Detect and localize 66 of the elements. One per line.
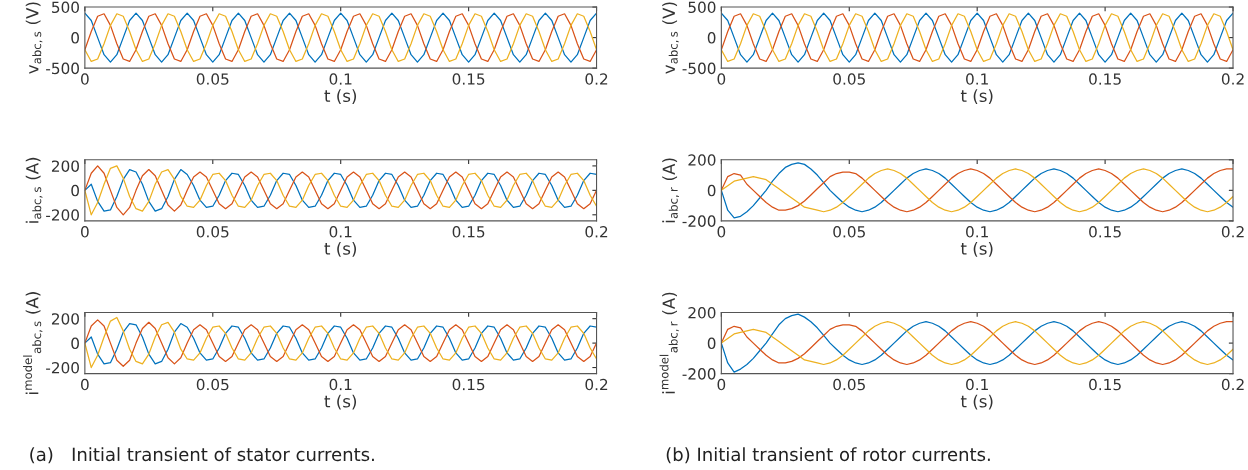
x-tick-label: 0.2 xyxy=(585,226,608,238)
x-axis-title: t (s) xyxy=(960,241,993,257)
y-tick-label: -500 xyxy=(46,62,79,75)
x-tick-label: 0 xyxy=(81,73,89,85)
x-axis-title: t (s) xyxy=(960,89,993,105)
y-tick-label: 0 xyxy=(71,184,79,197)
x-tick-label: 0.1 xyxy=(329,378,352,391)
y-axis-title: i$_{abc,r}$ (A) xyxy=(662,158,679,223)
x-tick-label: 0.15 xyxy=(452,226,485,238)
x-tick-label: 0 xyxy=(717,73,726,85)
x-axis-title: t (s) xyxy=(324,394,357,410)
line-series xyxy=(721,162,1234,219)
text: (a) Initial transient of stator currents. xyxy=(30,447,374,464)
y-tick-label: -200 xyxy=(46,209,79,221)
x-tick-label: 0.05 xyxy=(196,378,229,391)
y-tick-label: 200 xyxy=(51,313,79,325)
x-tick-label: 0.15 xyxy=(1089,226,1121,238)
y-tick-label: 500 xyxy=(688,1,716,14)
y-tick-label: 0 xyxy=(707,337,716,350)
x-tick-label: 0.15 xyxy=(1089,73,1121,85)
x-axis-title: t (s) xyxy=(960,394,993,410)
x-tick-label: 0 xyxy=(717,378,726,391)
y-tick-label: -200 xyxy=(682,215,716,227)
x-tick-label: 0.2 xyxy=(1221,226,1244,238)
x-tick-label: 0.1 xyxy=(966,226,988,238)
x-tick-label: 0.1 xyxy=(966,73,988,85)
x-tick-label: 0.2 xyxy=(1221,378,1244,391)
x-tick-label: 0.1 xyxy=(966,378,988,391)
y-axis-title: v$_{abc,s}$ (V) xyxy=(25,2,43,74)
x-axis-title: t (s) xyxy=(324,241,357,257)
y-axis-title: i$^{model}$$_{abc,r}$ (A) xyxy=(659,292,679,394)
x-tick-label: 0.2 xyxy=(1221,73,1244,85)
y-tick-label: 200 xyxy=(688,154,716,166)
y-axis-title: i$^{model}$$_{abc,s}$ (A) xyxy=(23,292,43,395)
x-tick-label: 0.2 xyxy=(585,73,608,85)
y-tick-label: 0 xyxy=(71,32,79,44)
x-tick-label: 0.1 xyxy=(329,226,352,238)
y-tick-label: 0 xyxy=(71,337,79,350)
line-series xyxy=(721,168,1234,213)
x-tick-label: 0.05 xyxy=(196,73,229,85)
text: (b) Initial transient of rotor currents. xyxy=(666,447,990,464)
x-tick-label: 0.05 xyxy=(833,73,865,85)
y-axis-title: i$_{abc,s}$ (A) xyxy=(25,157,43,223)
y-tick-label: 500 xyxy=(52,1,79,14)
line-series xyxy=(721,313,1234,373)
y-tick-label: 0 xyxy=(707,32,716,44)
x-tick-label: 0.15 xyxy=(452,378,485,391)
y-tick-label: -200 xyxy=(682,368,716,380)
x-tick-label: 0.1 xyxy=(329,73,352,85)
x-tick-label: 0 xyxy=(81,378,89,391)
x-tick-label: 0.15 xyxy=(1089,378,1121,391)
y-tick-label: 200 xyxy=(51,160,79,172)
x-tick-label: 0.05 xyxy=(196,226,229,238)
y-tick-label: 200 xyxy=(688,307,716,319)
x-tick-label: 0 xyxy=(717,226,726,238)
y-tick-label: 0 xyxy=(707,184,716,197)
line-series xyxy=(721,321,1234,366)
x-axis-title: t (s) xyxy=(324,89,357,105)
x-tick-label: 0.2 xyxy=(585,378,608,391)
x-tick-label: 0 xyxy=(81,226,89,238)
x-tick-label: 0.15 xyxy=(452,73,485,85)
x-tick-label: 0.05 xyxy=(833,226,865,238)
y-tick-label: -500 xyxy=(682,62,716,75)
y-tick-label: -200 xyxy=(46,362,79,374)
x-tick-label: 0.05 xyxy=(833,378,865,391)
y-axis-title: v$_{abc,s}$ (V) xyxy=(662,2,679,74)
